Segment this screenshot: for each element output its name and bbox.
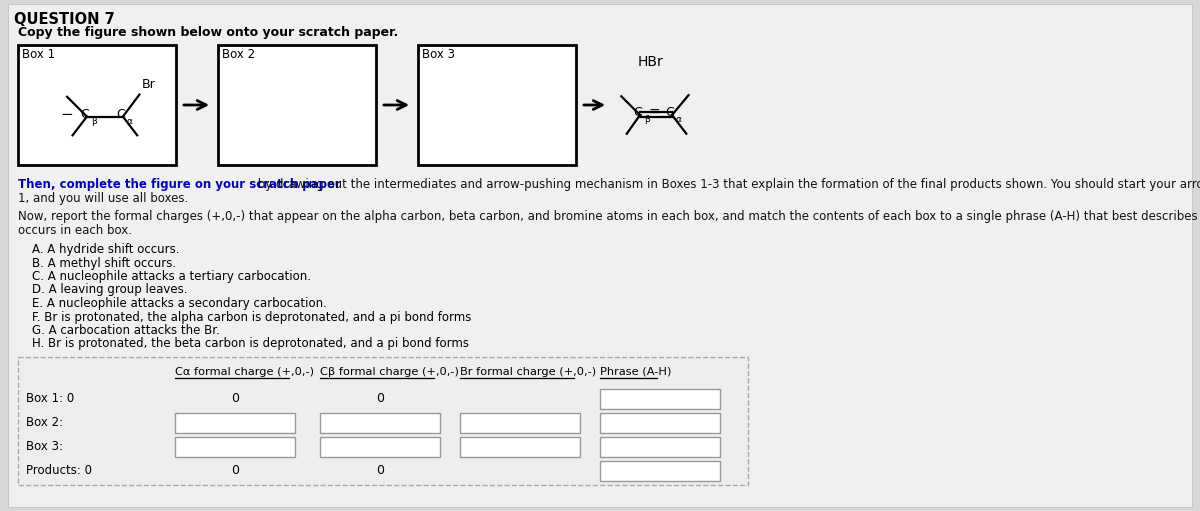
Text: C: C <box>116 108 125 121</box>
Text: occurs in each box.: occurs in each box. <box>18 224 132 237</box>
Text: 0: 0 <box>376 464 384 477</box>
Bar <box>460 437 580 457</box>
Text: β: β <box>91 117 97 126</box>
Bar <box>600 437 720 457</box>
Text: Br formal charge (+,0,-): Br formal charge (+,0,-) <box>460 367 596 377</box>
Text: Products: 0: Products: 0 <box>26 464 92 477</box>
Bar <box>175 413 295 433</box>
Bar <box>418 45 576 165</box>
Bar <box>600 461 720 481</box>
Text: 0: 0 <box>376 392 384 405</box>
Text: Cα formal charge (+,0,-): Cα formal charge (+,0,-) <box>175 367 314 377</box>
Text: QUESTION 7: QUESTION 7 <box>14 12 115 27</box>
Text: Box 1: Box 1 <box>22 48 55 61</box>
Text: C. A nucleophile attacks a tertiary carbocation.: C. A nucleophile attacks a tertiary carb… <box>32 270 311 283</box>
Text: −: − <box>60 107 73 122</box>
Text: E. A nucleophile attacks a secondary carbocation.: E. A nucleophile attacks a secondary car… <box>32 297 326 310</box>
Text: F. Br is protonated, the alpha carbon is deprotonated, and a pi bond forms: F. Br is protonated, the alpha carbon is… <box>32 311 472 323</box>
Text: 0: 0 <box>230 464 239 477</box>
Bar <box>600 389 720 409</box>
Bar <box>320 413 440 433</box>
Bar <box>218 45 376 165</box>
Text: by drawing out the intermediates and arrow-pushing mechanism in Boxes 1-3 that e: by drawing out the intermediates and arr… <box>254 178 1200 191</box>
Text: Copy the figure shown below onto your scratch paper.: Copy the figure shown below onto your sc… <box>18 26 398 39</box>
Text: Box 1: 0: Box 1: 0 <box>26 392 74 405</box>
Text: Box 2: Box 2 <box>222 48 256 61</box>
Text: Box 3: Box 3 <box>422 48 455 61</box>
Text: Then, complete the figure on your scratch paper: Then, complete the figure on your scratc… <box>18 178 341 191</box>
Text: Phrase (A-H): Phrase (A-H) <box>600 367 671 377</box>
Text: HBr: HBr <box>638 55 664 69</box>
Text: β: β <box>644 115 650 125</box>
Text: D. A leaving group leaves.: D. A leaving group leaves. <box>32 284 187 296</box>
Text: Box 3:: Box 3: <box>26 440 64 453</box>
Text: H. Br is protonated, the beta carbon is deprotonated, and a pi bond forms: H. Br is protonated, the beta carbon is … <box>32 337 469 351</box>
Bar <box>460 413 580 433</box>
Text: 1, and you will use all boxes.: 1, and you will use all boxes. <box>18 192 188 205</box>
Bar <box>320 437 440 457</box>
Bar <box>18 357 748 485</box>
Text: C: C <box>634 106 642 120</box>
Text: α: α <box>127 117 133 126</box>
Text: Box 2:: Box 2: <box>26 416 64 429</box>
Text: 0: 0 <box>230 392 239 405</box>
Text: G. A carbocation attacks the Br.: G. A carbocation attacks the Br. <box>32 324 220 337</box>
Text: Now, report the formal charges (+,0,-) that appear on the alpha carbon, beta car: Now, report the formal charges (+,0,-) t… <box>18 210 1200 223</box>
Text: C: C <box>80 108 89 121</box>
Text: A. A hydride shift occurs.: A. A hydride shift occurs. <box>32 243 180 256</box>
Text: Cβ formal charge (+,0,-): Cβ formal charge (+,0,-) <box>320 367 458 377</box>
Text: =: = <box>648 106 660 120</box>
Text: C: C <box>666 106 674 120</box>
Bar <box>18 45 176 165</box>
Text: α: α <box>676 115 682 125</box>
Text: Br: Br <box>142 78 155 90</box>
Bar <box>175 437 295 457</box>
Text: B. A methyl shift occurs.: B. A methyl shift occurs. <box>32 257 176 269</box>
Bar <box>600 413 720 433</box>
